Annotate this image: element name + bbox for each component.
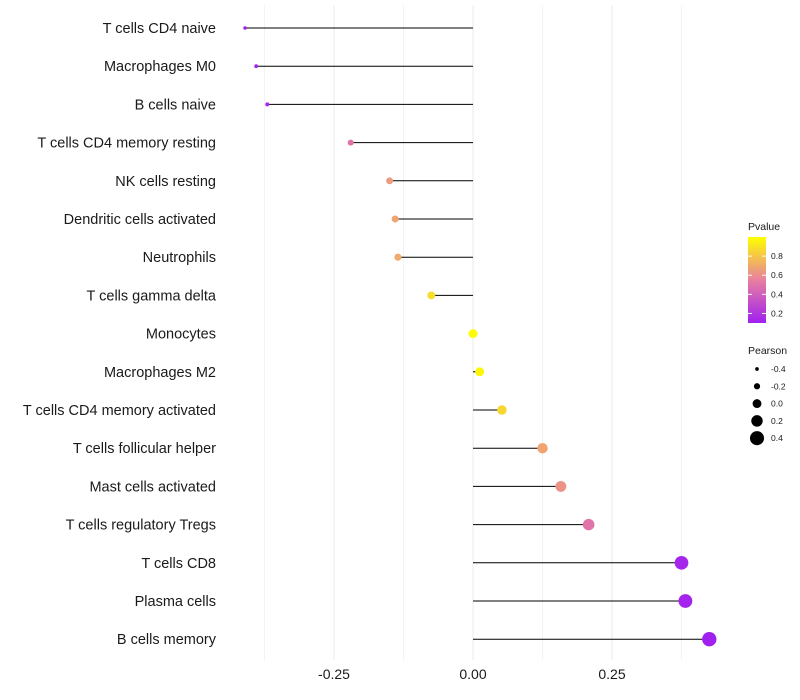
lollipop-dot — [475, 367, 485, 377]
lollipop-dot — [347, 139, 354, 146]
category-label: Neutrophils — [143, 250, 216, 266]
lollipop-dot — [497, 405, 507, 415]
category-label: T cells gamma delta — [87, 288, 217, 304]
colorbar-tick-label: 0.2 — [771, 308, 783, 318]
category-label: Monocytes — [146, 327, 216, 343]
pvalue-legend-title: Pvalue — [748, 221, 780, 233]
category-label: T cells CD4 memory resting — [37, 136, 216, 152]
colorbar-tick-label: 0.6 — [771, 270, 783, 280]
x-tick-label: -0.25 — [318, 666, 350, 682]
pvalue-colorbar — [748, 237, 766, 323]
lollipop-dot — [243, 26, 247, 30]
lollipop-dot — [555, 480, 567, 492]
lollipop-dot — [678, 594, 693, 608]
category-label: Dendritic cells activated — [64, 212, 216, 228]
size-legend-label: -0.2 — [771, 381, 786, 391]
x-tick-label: 0.25 — [598, 666, 625, 682]
lollipop-dot — [386, 177, 394, 185]
size-legend-dot — [751, 415, 763, 427]
lollipop-dot — [537, 442, 548, 454]
category-label: T cells regulatory Tregs — [66, 518, 216, 534]
category-label: T cells CD4 naive — [103, 21, 216, 37]
lollipop-dot — [674, 555, 689, 570]
category-label: T cells CD4 memory activated — [23, 403, 216, 419]
category-label: Plasma cells — [135, 594, 216, 610]
category-label: T cells CD8 — [141, 556, 216, 572]
category-label: Macrophages M0 — [104, 59, 216, 75]
category-label: B cells memory — [117, 632, 217, 648]
lollipop-dot — [394, 253, 402, 261]
pearson-legend-title: Pearson — [748, 345, 787, 357]
dot-layer — [243, 26, 717, 647]
x-tick-label: 0.00 — [459, 666, 486, 682]
lollipop-dot — [254, 64, 259, 69]
size-legend-label: 0.2 — [771, 416, 783, 426]
lollipop-dot — [391, 215, 399, 223]
category-label: B cells naive — [135, 97, 216, 113]
size-legend-dot — [749, 431, 765, 446]
stem-layer — [245, 27, 710, 640]
category-label: Macrophages M2 — [104, 365, 216, 381]
pearson-legend: Pearson -0.4 -0.2 0.0 0.2 0.4 — [748, 345, 787, 446]
size-legend-label: 0.4 — [771, 433, 783, 443]
size-legend-dot — [753, 383, 761, 390]
size-legend-dot — [752, 399, 762, 409]
size-legend-label: -0.4 — [771, 364, 786, 374]
lollipop-dot — [702, 632, 717, 647]
lollipop-dot — [265, 102, 270, 107]
lollipop-dot — [468, 329, 478, 339]
colorbar-tick-label: 0.4 — [771, 289, 783, 299]
category-label: NK cells resting — [115, 174, 216, 190]
pvalue-legend: Pvalue 0.2 0.4 0.6 0.8 — [748, 221, 783, 323]
lollipop-dot — [582, 518, 595, 531]
x-axis: -0.25 0.00 0.25 — [318, 666, 626, 682]
category-label: T cells follicular helper — [73, 441, 216, 457]
size-legend-dot — [755, 367, 759, 371]
grid-layer — [264, 5, 682, 660]
colorbar-tick-label: 0.8 — [771, 251, 783, 261]
lollipop-dot — [427, 291, 436, 300]
category-label: Mast cells activated — [89, 479, 216, 495]
size-legend-label: 0.0 — [771, 399, 783, 409]
category-labels: T cells CD4 naive Macrophages M0 B cells n… — [23, 21, 217, 648]
